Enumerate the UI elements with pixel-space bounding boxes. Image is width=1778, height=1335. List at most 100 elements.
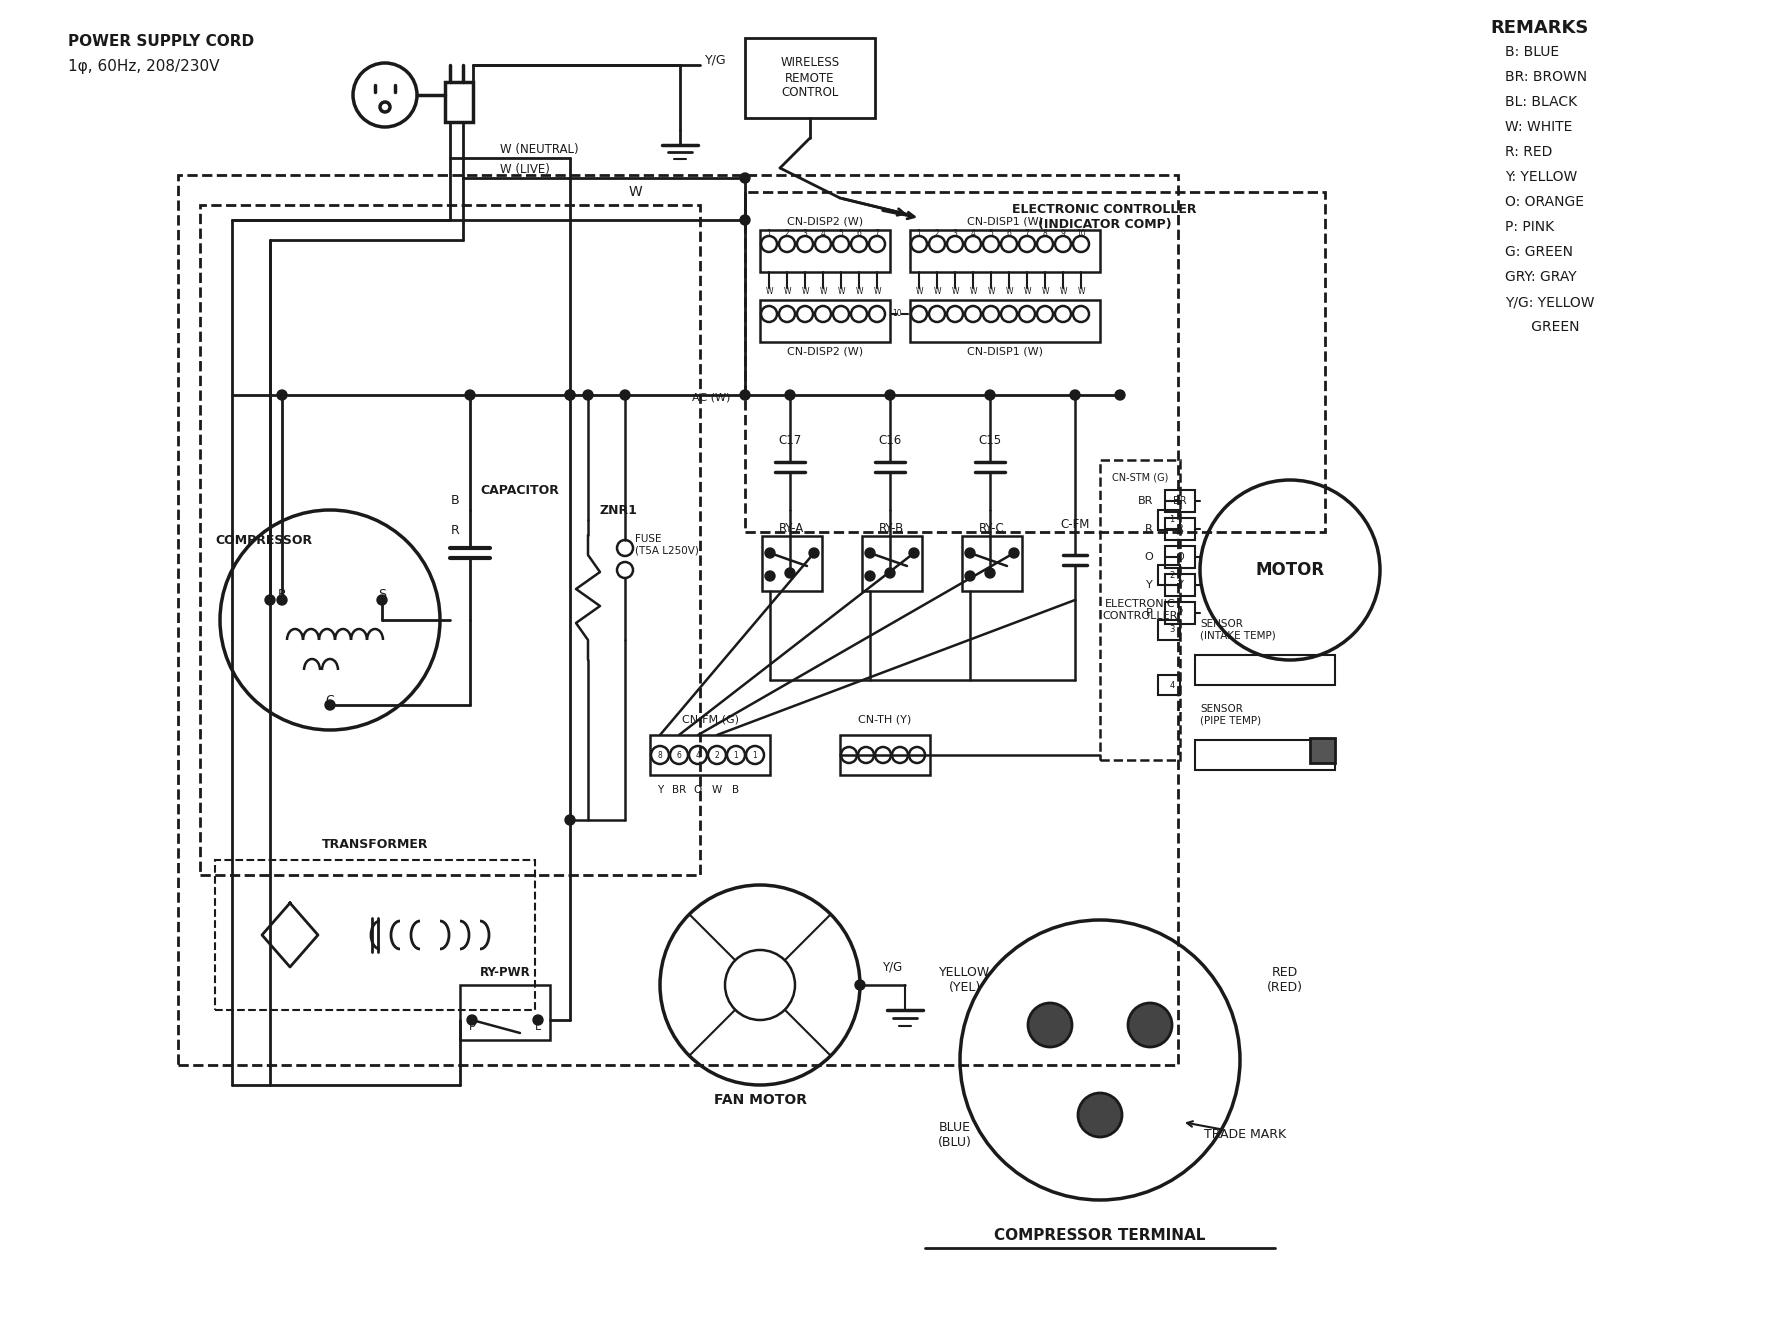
Text: RY-C: RY-C <box>980 522 1005 534</box>
Text: COMPRESSOR TERMINAL: COMPRESSOR TERMINAL <box>994 1227 1205 1243</box>
Text: 4: 4 <box>821 230 825 239</box>
Bar <box>651 736 770 776</box>
Text: P: P <box>469 1023 475 1032</box>
Text: Y: Y <box>1147 579 1152 590</box>
Text: 9: 9 <box>1060 230 1065 239</box>
Text: W: W <box>873 287 880 296</box>
Bar <box>1165 602 1195 623</box>
Circle shape <box>1077 1093 1122 1137</box>
Text: AC (W): AC (W) <box>692 392 731 403</box>
Text: W: W <box>765 287 773 296</box>
Text: FAN MOTOR: FAN MOTOR <box>713 1093 807 1107</box>
Text: W: W <box>628 186 642 199</box>
Text: W (NEUTRAL): W (NEUTRAL) <box>500 143 578 156</box>
Text: 8: 8 <box>658 750 663 760</box>
Text: BR: BR <box>1173 497 1186 506</box>
Circle shape <box>985 567 996 578</box>
Text: P: PINK: P: PINK <box>1504 220 1554 234</box>
Circle shape <box>866 571 875 581</box>
Text: W: W <box>951 287 958 296</box>
Text: W: W <box>1077 287 1085 296</box>
Text: 7: 7 <box>1024 230 1029 239</box>
Circle shape <box>565 390 574 400</box>
Text: O: O <box>693 785 702 796</box>
Text: 10: 10 <box>1076 230 1086 239</box>
Text: GREEN: GREEN <box>1504 320 1579 334</box>
Bar <box>1165 518 1195 539</box>
Text: G: GREEN: G: GREEN <box>1504 246 1574 259</box>
Text: CN-TH (Y): CN-TH (Y) <box>859 716 912 725</box>
Text: 5: 5 <box>839 230 843 239</box>
Circle shape <box>740 215 750 226</box>
Text: 1: 1 <box>1170 515 1175 525</box>
Text: S: S <box>379 589 386 602</box>
Text: W: W <box>855 287 862 296</box>
Bar <box>199 206 701 874</box>
Text: MOTOR: MOTOR <box>1255 561 1325 579</box>
Text: ZNR1: ZNR1 <box>599 503 638 517</box>
Text: B: B <box>450 494 459 506</box>
Circle shape <box>466 390 475 400</box>
Text: TRADE MARK: TRADE MARK <box>1204 1128 1285 1141</box>
Bar <box>1157 619 1181 639</box>
Bar <box>910 300 1101 342</box>
Text: O: O <box>1177 551 1184 562</box>
Text: COMPRESSOR: COMPRESSOR <box>215 534 313 546</box>
Circle shape <box>1127 1003 1172 1047</box>
Text: Y: YELLOW: Y: YELLOW <box>1504 170 1577 184</box>
Text: W: W <box>987 287 994 296</box>
Text: BLUE
(BLU): BLUE (BLU) <box>939 1121 973 1149</box>
Circle shape <box>533 1015 542 1025</box>
Text: YELLOW
(YEL): YELLOW (YEL) <box>939 967 990 995</box>
Text: W: W <box>969 287 976 296</box>
Text: C15: C15 <box>978 434 1001 446</box>
Circle shape <box>786 390 795 400</box>
Bar <box>759 230 891 272</box>
Text: CN-DISP1 (W): CN-DISP1 (W) <box>967 218 1044 227</box>
Text: R: R <box>277 589 286 602</box>
Text: Y: Y <box>656 785 663 796</box>
Bar <box>962 535 1022 591</box>
Circle shape <box>965 571 974 581</box>
Circle shape <box>885 567 894 578</box>
Text: 6: 6 <box>857 230 861 239</box>
Text: W: W <box>916 287 923 296</box>
Text: W: W <box>933 287 941 296</box>
Text: 1: 1 <box>766 230 772 239</box>
Circle shape <box>621 390 629 400</box>
Text: 2: 2 <box>784 230 789 239</box>
Circle shape <box>909 547 919 558</box>
Bar <box>759 300 891 342</box>
Bar <box>1101 461 1181 760</box>
Text: CAPACITOR: CAPACITOR <box>480 483 558 497</box>
Text: B: BLUE: B: BLUE <box>1504 45 1559 59</box>
Circle shape <box>985 390 996 400</box>
Text: WIRELESS
REMOTE
CONTROL: WIRELESS REMOTE CONTROL <box>781 56 839 100</box>
Bar <box>1165 546 1195 567</box>
Text: 2: 2 <box>715 750 720 760</box>
Text: O: O <box>1145 551 1152 562</box>
Text: 7: 7 <box>875 230 880 239</box>
Circle shape <box>1070 390 1079 400</box>
Text: C17: C17 <box>779 434 802 446</box>
Text: SENSOR
(INTAKE TEMP): SENSOR (INTAKE TEMP) <box>1200 619 1277 641</box>
Bar <box>839 736 930 776</box>
Text: SENSOR
(PIPE TEMP): SENSOR (PIPE TEMP) <box>1200 704 1261 726</box>
Text: W: W <box>1005 287 1013 296</box>
Bar <box>1157 510 1181 530</box>
Circle shape <box>740 174 750 183</box>
Text: BR: BROWN: BR: BROWN <box>1504 69 1588 84</box>
Circle shape <box>1008 547 1019 558</box>
Text: W: WHITE: W: WHITE <box>1504 120 1572 134</box>
Text: 1φ, 60Hz, 208/230V: 1φ, 60Hz, 208/230V <box>68 60 219 75</box>
Text: 2: 2 <box>935 230 939 239</box>
Bar <box>910 230 1101 272</box>
Text: GRY: GRAY: GRY: GRAY <box>1504 270 1577 284</box>
Text: BR: BR <box>672 785 686 796</box>
Text: 1: 1 <box>917 230 921 239</box>
Circle shape <box>765 547 775 558</box>
Circle shape <box>1028 1003 1072 1047</box>
Text: Y/G: YELLOW: Y/G: YELLOW <box>1504 295 1595 308</box>
Text: RY-A: RY-A <box>779 522 805 534</box>
Text: Y: Y <box>1177 579 1182 590</box>
